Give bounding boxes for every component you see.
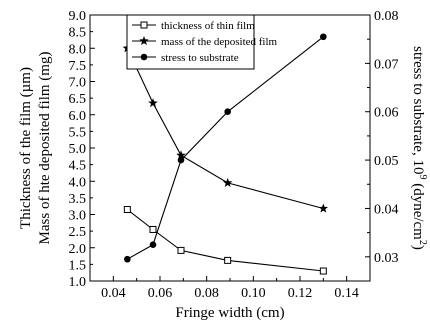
y-right-label-exp: 9 xyxy=(417,174,428,179)
y-left-tick-label: 7.5 xyxy=(69,59,87,74)
x-tick-label: 0.04 xyxy=(101,286,126,301)
data-point-series-3 xyxy=(149,241,157,249)
y-right-label-main: stress to substrate, 10 xyxy=(410,46,426,174)
x-tick-label: 0.14 xyxy=(334,286,359,301)
y-left-tick-label: 1.0 xyxy=(69,275,87,290)
y-axis-label-mass: Mass of hte deposited film (mg) xyxy=(37,52,53,245)
data-point-series-3 xyxy=(320,33,327,41)
data-point-series-2 xyxy=(318,203,329,213)
y-right-tick-label: 0.03 xyxy=(374,251,399,266)
legend-label-3: stress to substrate xyxy=(161,52,239,64)
legend: thickness of thin film mass of the deposi… xyxy=(126,14,278,70)
y-left-tick-label: 5.5 xyxy=(69,125,87,140)
legend-marker-3 xyxy=(140,53,148,61)
y-left-tick-label: 3.0 xyxy=(69,209,87,224)
y-left-tick-label: 2.5 xyxy=(69,225,87,240)
data-point-series-2 xyxy=(148,98,158,108)
data-point-series-3 xyxy=(177,156,185,164)
series-line-2 xyxy=(126,48,324,210)
series-line-3 xyxy=(127,36,324,260)
data-point-series-1 xyxy=(319,267,327,275)
y-right-tick-label: 0.06 xyxy=(374,106,399,121)
legend-marker-1 xyxy=(140,21,148,29)
y-right-tick-label: 0.07 xyxy=(374,57,399,72)
data-point-series-2 xyxy=(222,177,233,187)
data-point-series-1 xyxy=(123,206,131,214)
y-left-tick-label: 1.5 xyxy=(69,258,87,273)
y-axis-label-stress: stress to substrate, 109 (dyne/cm2) xyxy=(410,46,428,250)
y-left-tick-label: 9.0 xyxy=(69,9,87,24)
legend-marker-2 xyxy=(139,36,149,46)
y-left-tick-label: 5.0 xyxy=(69,142,87,157)
y-axis-label-thickness: Thickness of the film (µm) xyxy=(18,67,34,229)
x-tick-label: 0.08 xyxy=(194,286,219,301)
y-left-tick-label: 4.5 xyxy=(69,159,87,174)
x-axis-label: Fringe width (cm) xyxy=(175,305,284,321)
y-left-tick-label: 8.5 xyxy=(69,26,87,41)
y-right-label-close: ) xyxy=(410,245,426,250)
data-point-series-3 xyxy=(124,255,131,263)
x-tick-label: 0.12 xyxy=(288,286,313,301)
data-point-series-1 xyxy=(177,246,185,254)
y-left-tick-label: 6.5 xyxy=(69,92,87,107)
y-left-tick-label: 8.0 xyxy=(69,42,87,57)
y-right-label-unit-exp: 2 xyxy=(417,240,428,245)
y-left-tick-label: 6.0 xyxy=(69,109,87,124)
data-point-series-2 xyxy=(176,150,186,160)
legend-box xyxy=(126,14,255,70)
y-right-label-unit: (dyne/cm xyxy=(410,179,426,240)
y-right-tick-label: 0.05 xyxy=(374,154,399,169)
x-tick-label: 0.06 xyxy=(148,286,173,301)
y-left-tick-label: 4.0 xyxy=(69,175,87,190)
y-left-tick-label: 3.5 xyxy=(69,192,87,207)
data-point-series-1 xyxy=(224,256,232,264)
legend-label-2: mass of the deposited film xyxy=(161,36,278,48)
y-left-tick-label: 7.0 xyxy=(69,76,87,91)
y-right-tick-label: 0.08 xyxy=(374,9,399,24)
data-point-series-1 xyxy=(149,225,157,233)
y-right-tick-label: 0.04 xyxy=(374,202,399,217)
data-point-series-3 xyxy=(224,108,231,116)
x-tick-label: 0.10 xyxy=(241,286,266,301)
y-left-tick-label: 2.0 xyxy=(69,242,87,257)
legend-label-1: thickness of thin film xyxy=(161,20,255,32)
